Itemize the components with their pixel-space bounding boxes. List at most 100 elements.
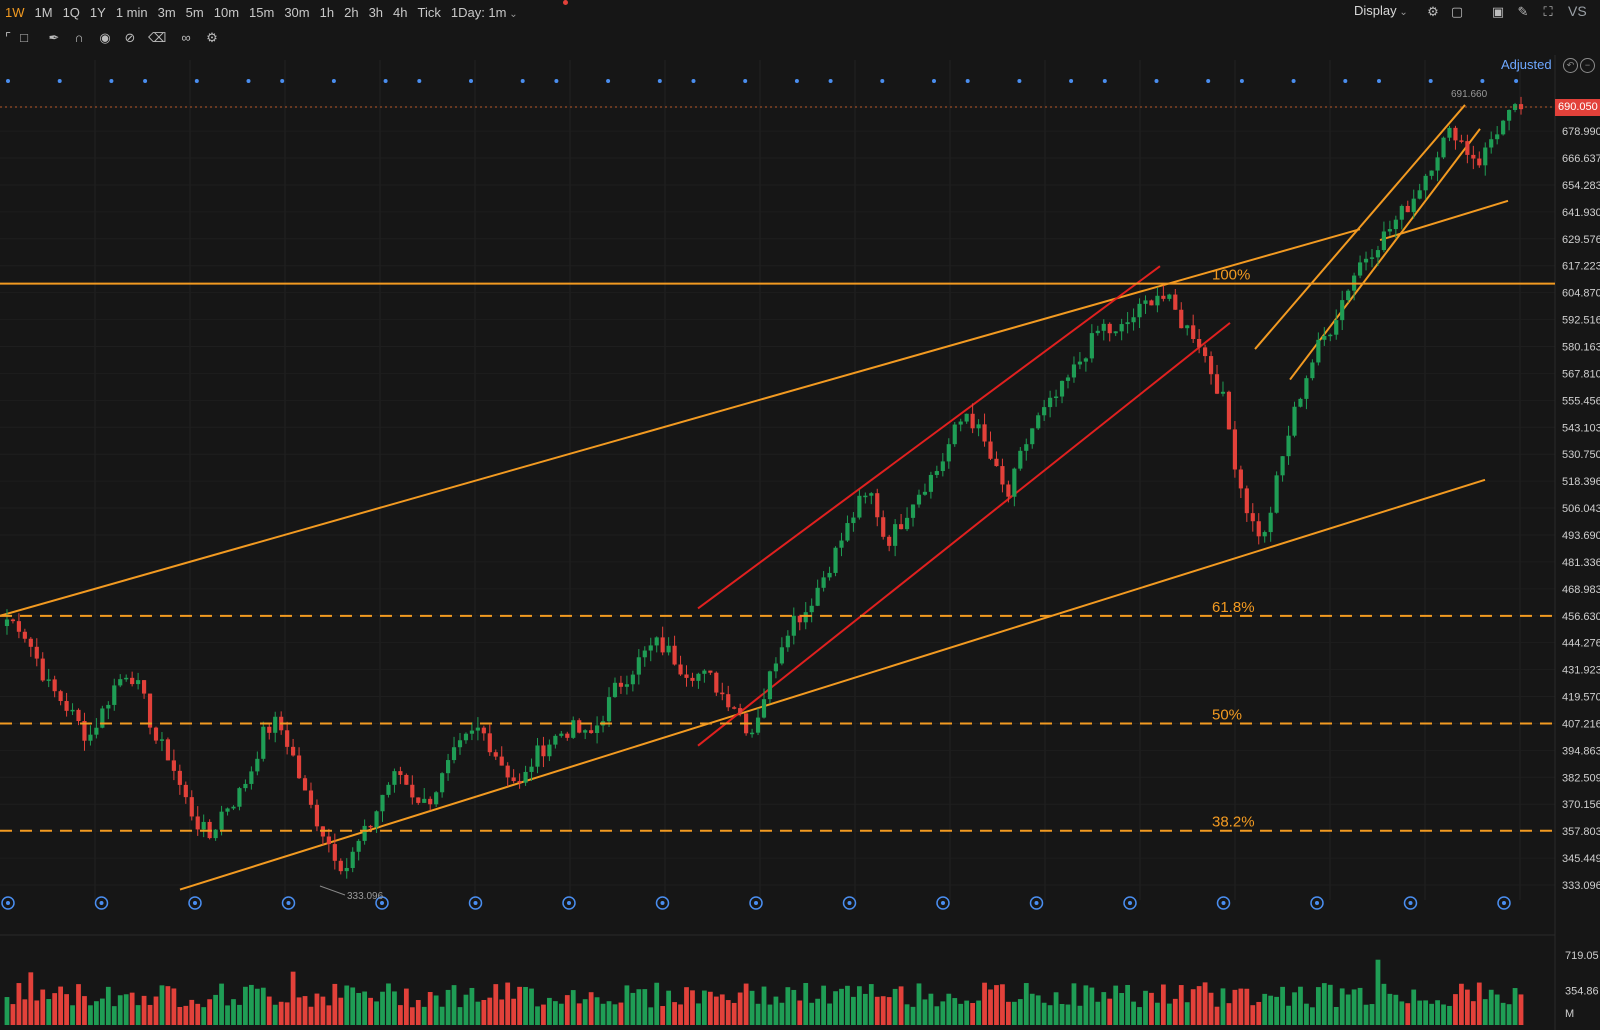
volume-bar <box>129 992 135 1025</box>
volume-bar <box>1482 999 1488 1025</box>
volume-bar <box>320 996 326 1025</box>
candle-body <box>440 773 445 793</box>
volume-bar <box>624 985 630 1025</box>
volume-bar <box>892 988 898 1025</box>
settings-icon[interactable]: ⚙ <box>206 30 218 45</box>
volume-bar <box>672 1002 677 1025</box>
timeframe-10m[interactable]: 10m <box>213 4 240 20</box>
news-marker-dot <box>1128 901 1132 905</box>
candle-body <box>1214 374 1220 394</box>
undo-icon[interactable]: ↶ <box>1563 58 1578 73</box>
volume-bar <box>1166 1003 1172 1025</box>
pen-icon[interactable]: ✎ <box>1517 4 1529 19</box>
candle-body <box>749 732 755 735</box>
timeframe-1y[interactable]: 1Y <box>89 4 106 20</box>
gear-icon[interactable]: ⚙ <box>1427 4 1439 19</box>
candle-body <box>398 771 403 775</box>
timeframe-tick[interactable]: Tick <box>417 4 441 20</box>
timeframe-1m[interactable]: 1M <box>34 4 53 20</box>
timeframe-1q[interactable]: 1Q <box>62 4 80 20</box>
volume-bar <box>1423 1000 1429 1025</box>
candle-body <box>285 730 290 747</box>
candle-body <box>994 458 999 467</box>
timeframe-3m[interactable]: 3m <box>157 4 176 20</box>
timeframe-1w[interactable]: 1W <box>5 4 25 20</box>
volume-bar <box>451 985 457 1025</box>
price-axis-label: 407.216 <box>1562 718 1600 730</box>
volume-bar <box>487 997 493 1025</box>
volume-bar <box>755 1003 761 1025</box>
layout-icon[interactable]: ▢ <box>1450 4 1464 19</box>
candle-body <box>159 739 165 741</box>
fibonacci-label: 50% <box>1212 706 1242 723</box>
volume-bar <box>28 972 34 1025</box>
candle-body <box>1310 362 1315 379</box>
timeframe-3h[interactable]: 3h <box>368 4 384 20</box>
event-dot-marker <box>965 79 970 83</box>
candle-body <box>654 637 659 646</box>
short-support-line <box>1379 199 1509 242</box>
timeframe-1-min[interactable]: 1 min <box>115 4 148 20</box>
timeframe-30m[interactable]: 30m <box>284 4 310 20</box>
volume-bar <box>1029 993 1035 1025</box>
candle-body <box>183 784 188 798</box>
candle-body <box>821 577 826 588</box>
candle-body <box>690 677 695 681</box>
trash-icon[interactable]: ⌫ <box>148 30 167 45</box>
timeframe-15m[interactable]: 15m <box>249 4 275 20</box>
timeframe-1day-1m[interactable]: 1Day: 1m <box>446 5 523 20</box>
eye-icon[interactable]: ◉ <box>99 30 111 45</box>
news-marker-dot <box>660 901 665 905</box>
candle-body <box>165 739 171 761</box>
event-dot-marker <box>280 79 285 83</box>
event-dot-marker <box>109 79 114 83</box>
candle-body <box>541 745 546 757</box>
link-icon[interactable]: ∞ <box>181 30 191 45</box>
volume-bar <box>308 1006 314 1025</box>
timeframe-5m[interactable]: 5m <box>185 4 204 20</box>
volume-bar <box>254 988 260 1025</box>
volume-bar <box>1006 1001 1011 1025</box>
event-dot-marker <box>657 79 662 83</box>
volume-bar <box>642 989 648 1025</box>
timeframe-4h[interactable]: 4h <box>393 4 408 20</box>
vs-compare-button[interactable]: VS <box>1568 3 1587 19</box>
volume-bar <box>445 989 451 1025</box>
camera-icon[interactable]: ▣ <box>1491 4 1505 19</box>
candle-body <box>696 673 701 681</box>
volume-bar <box>833 991 838 1025</box>
price-axis-label: 493.690 <box>1562 530 1600 542</box>
candle-body <box>761 699 767 718</box>
minus-icon[interactable]: − <box>1580 58 1595 73</box>
volume-bar <box>767 1004 773 1025</box>
candle-body <box>1131 317 1136 323</box>
candle-body <box>10 619 16 622</box>
crop-icon[interactable]: ⌜ <box>4 30 12 45</box>
candle-body <box>487 733 492 753</box>
timeframe-2h[interactable]: 2h <box>344 4 359 20</box>
price-axis-label: 456.630 <box>1562 611 1600 623</box>
adjusted-toggle[interactable]: Adjusted <box>1501 57 1552 72</box>
magnet-icon[interactable]: ∩ <box>74 30 84 45</box>
candle-body <box>869 493 874 496</box>
volume-bar <box>696 1003 701 1025</box>
volume-bar <box>904 1004 910 1025</box>
expand-icon[interactable]: ⛶ <box>1543 4 1553 19</box>
candle-body <box>1119 324 1124 332</box>
volume-bar <box>1506 1004 1512 1025</box>
news-marker-icon <box>1403 896 1418 910</box>
candle-body <box>517 781 522 783</box>
display-dropdown[interactable]: Display <box>1354 3 1408 18</box>
timeframe-1h[interactable]: 1h <box>319 4 335 20</box>
volume-bar <box>290 971 296 1025</box>
candle-body <box>291 746 296 756</box>
candle-body <box>910 504 916 518</box>
volume-bar <box>123 994 129 1025</box>
candle-body <box>833 547 838 573</box>
volume-bar <box>1488 989 1494 1025</box>
news-marker-icon <box>1029 896 1044 910</box>
pencil-icon[interactable]: ✒ <box>48 30 60 45</box>
hide-icon[interactable]: ⊘ <box>124 30 136 45</box>
comment-icon[interactable]: □ <box>20 30 28 45</box>
